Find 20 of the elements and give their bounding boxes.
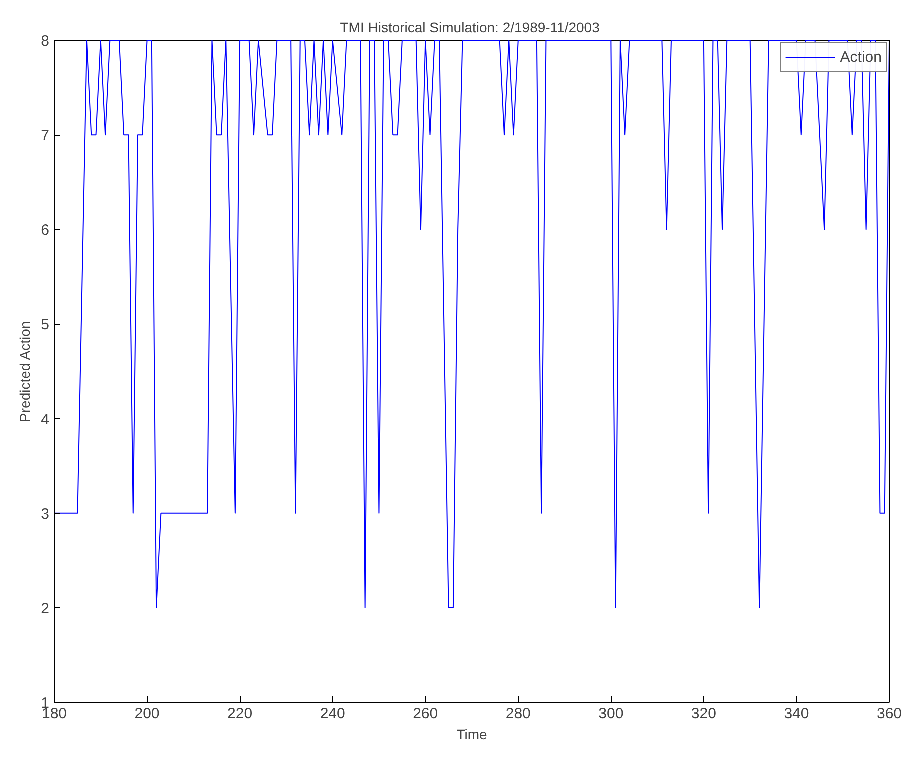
x-tick-label: 340 bbox=[784, 706, 810, 722]
y-tick-label: 3 bbox=[41, 506, 50, 523]
x-tick-label: 320 bbox=[691, 706, 716, 722]
x-tick-label: 300 bbox=[598, 706, 624, 722]
x-tick-label: 280 bbox=[506, 706, 531, 722]
y-tick-label: 6 bbox=[41, 222, 50, 240]
chart-title: TMI Historical Simulation: 2/1989-11/2003 bbox=[340, 20, 600, 36]
x-tick-label: 260 bbox=[413, 706, 438, 722]
y-tick-label: 7 bbox=[41, 128, 50, 145]
x-tick-label: 240 bbox=[320, 706, 346, 722]
x-tick-label: 360 bbox=[876, 706, 902, 722]
x-tick-label: 200 bbox=[134, 706, 160, 722]
x-axis-title: Time bbox=[456, 726, 488, 742]
y-tick-label: 2 bbox=[41, 600, 50, 618]
y-tick-label: 4 bbox=[41, 411, 50, 428]
y-tick-label: 8 bbox=[41, 33, 50, 50]
legend-label: Action bbox=[840, 48, 882, 66]
x-tick-label: 220 bbox=[228, 706, 253, 722]
y-axis-title: Predicted Action bbox=[17, 321, 34, 422]
y-tick-label: 5 bbox=[41, 316, 50, 334]
